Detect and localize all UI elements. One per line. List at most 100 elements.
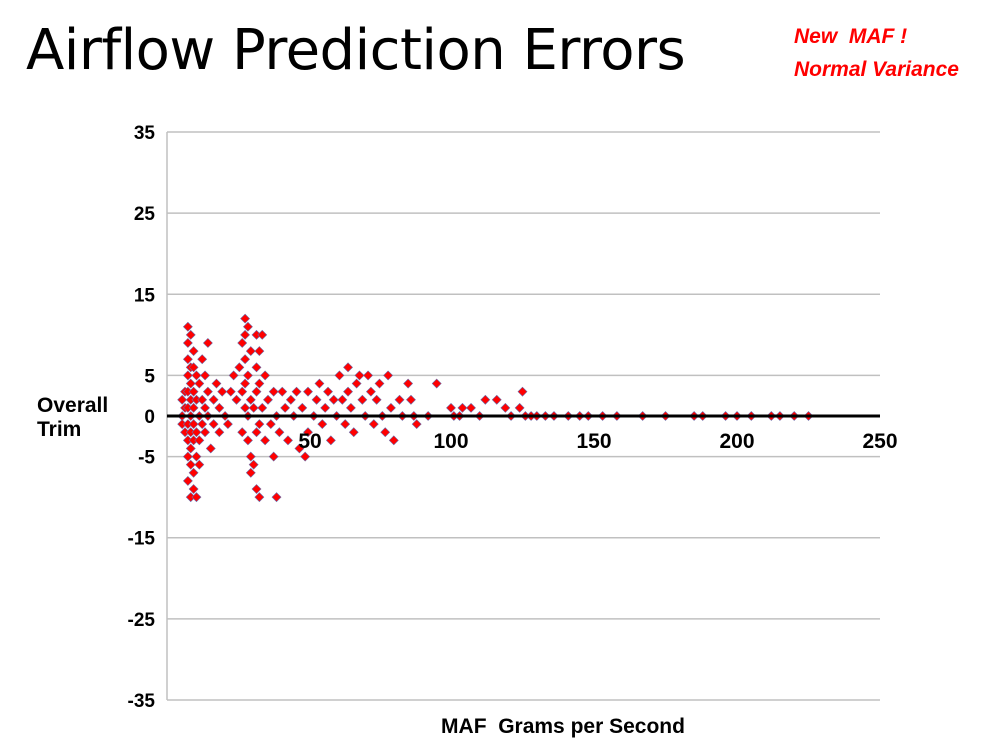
data-point	[431, 378, 442, 389]
data-point	[182, 321, 193, 332]
data-point	[182, 354, 193, 365]
data-point	[277, 386, 288, 397]
y-axis-label-line-2: Trim	[37, 418, 81, 441]
data-point	[406, 394, 416, 405]
data-point	[200, 370, 210, 381]
x-tick-label: 100	[433, 430, 468, 453]
data-point	[363, 370, 373, 381]
data-point	[351, 378, 362, 389]
data-point	[194, 459, 205, 470]
data-point	[240, 378, 251, 389]
data-point	[371, 394, 382, 405]
data-point	[294, 443, 305, 454]
data-point	[251, 362, 262, 373]
y-tick-label: 5	[144, 366, 155, 387]
x-tick-label: 250	[862, 430, 897, 453]
data-point	[383, 370, 394, 381]
data-point	[248, 402, 259, 413]
data-point	[243, 370, 253, 381]
data-point	[354, 370, 365, 381]
data-point	[243, 435, 253, 446]
y-tick-label: -25	[128, 610, 156, 631]
data-point	[197, 419, 208, 430]
data-point	[257, 402, 268, 413]
data-point	[200, 427, 210, 438]
data-point	[197, 394, 208, 405]
data-point	[188, 402, 199, 413]
data-point	[254, 492, 265, 503]
data-point	[403, 378, 414, 389]
data-point	[334, 370, 345, 381]
data-point	[240, 329, 251, 340]
data-point	[205, 443, 216, 454]
data-point	[491, 394, 502, 405]
data-point	[194, 378, 205, 389]
data-point	[311, 394, 322, 405]
data-point	[245, 467, 256, 478]
data-point	[337, 394, 348, 405]
data-point	[202, 386, 213, 397]
data-point	[191, 492, 202, 503]
x-tick-label: 50	[298, 430, 321, 453]
data-point	[386, 402, 396, 413]
data-point	[394, 394, 405, 405]
data-point	[245, 394, 256, 405]
data-point	[343, 362, 353, 373]
data-point	[194, 435, 205, 446]
data-point	[343, 386, 353, 397]
data-point	[254, 378, 265, 389]
x-tick-labels: 50 100 150 200 250	[298, 430, 897, 453]
data-point	[208, 419, 219, 430]
data-point	[231, 394, 242, 405]
y-tick-label: 35	[134, 123, 156, 144]
data-point	[234, 362, 245, 373]
data-point	[177, 394, 188, 405]
data-point	[348, 427, 359, 438]
data-point	[248, 459, 259, 470]
data-point	[202, 338, 213, 348]
data-point	[285, 394, 296, 405]
data-point	[268, 451, 279, 462]
data-point	[240, 402, 251, 413]
data-point	[480, 394, 491, 405]
data-point	[217, 386, 228, 397]
data-point	[317, 419, 328, 430]
data-point	[208, 394, 219, 405]
data-point	[257, 329, 268, 340]
data-point	[328, 394, 339, 405]
data-point	[283, 435, 293, 446]
data-point	[228, 370, 239, 381]
x-tick-label: 150	[576, 430, 611, 453]
data-point	[251, 427, 262, 438]
data-point	[374, 378, 385, 389]
data-point	[240, 354, 251, 365]
data-point	[514, 402, 525, 413]
data-point	[340, 419, 351, 430]
data-point	[191, 370, 202, 381]
y-tick-label: 25	[134, 204, 156, 225]
data-point	[214, 402, 225, 413]
data-point	[188, 467, 199, 478]
data-point	[260, 435, 271, 446]
data-point	[517, 386, 528, 397]
data-point	[357, 394, 368, 405]
data-point	[271, 492, 282, 503]
data-point	[191, 451, 202, 462]
y-tick-label: 0	[144, 407, 155, 428]
data-point	[446, 402, 456, 413]
data-point	[188, 386, 199, 397]
gridlines	[167, 131, 880, 701]
x-tick-label: 200	[719, 430, 754, 453]
data-point	[325, 435, 336, 446]
data-point	[368, 419, 379, 430]
data-point	[182, 475, 193, 486]
y-tick-label: -35	[128, 691, 156, 712]
data-point	[188, 362, 199, 373]
data-point	[245, 451, 256, 462]
data-point	[185, 329, 196, 340]
data-point	[274, 427, 285, 438]
data-point	[214, 427, 225, 438]
data-point	[211, 378, 222, 389]
data-point	[182, 338, 193, 348]
data-point	[457, 402, 468, 413]
